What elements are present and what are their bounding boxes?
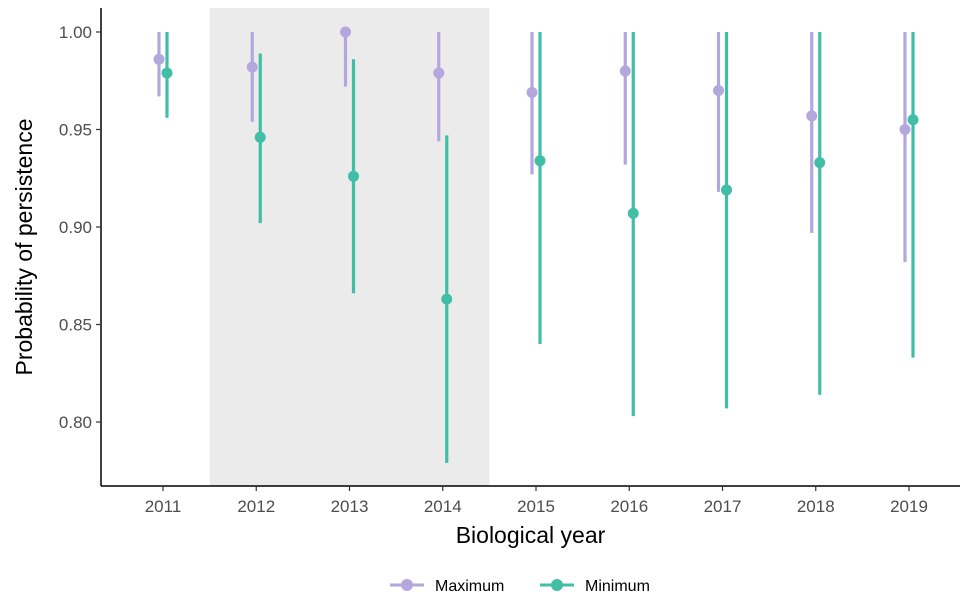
x-axis: 2011 2012 2013 2014 2015 2016 2017 2018 2019 — [101, 485, 960, 516]
y-tick-label: 0.85 — [59, 316, 92, 335]
x-tick-label: 2015 — [517, 497, 555, 516]
x-tick-label: 2018 — [797, 497, 835, 516]
data-point — [534, 155, 546, 167]
legend-key-point — [401, 579, 413, 591]
data-point — [899, 124, 911, 135]
x-tick-label: 2012 — [237, 497, 275, 516]
data-point — [348, 170, 359, 182]
data-point — [433, 67, 445, 79]
x-tick-label: 2017 — [704, 497, 742, 516]
data-point — [246, 61, 258, 73]
data-point — [814, 157, 826, 169]
data-point — [619, 65, 631, 77]
x-tick-label: 2016 — [610, 497, 648, 516]
legend-label: Maximum — [435, 578, 504, 595]
data-point — [627, 207, 639, 219]
legend-key-point — [551, 579, 563, 591]
data-point — [721, 184, 732, 196]
x-tick-label: 2013 — [331, 497, 369, 516]
legend: Maximum Minimum — [390, 578, 650, 595]
data-point — [907, 114, 919, 126]
series-minimum — [161, 32, 919, 463]
highlight-band-layer — [209, 8, 490, 486]
y-tick-label: 0.90 — [59, 218, 92, 237]
data-marks — [153, 26, 919, 463]
legend-label: Minimum — [585, 578, 650, 595]
x-tick-label: 2019 — [890, 497, 928, 516]
x-tick-label: 2014 — [424, 497, 462, 516]
data-point — [806, 110, 818, 122]
data-point — [340, 26, 351, 38]
data-point — [526, 86, 538, 98]
x-axis-title: Biological year — [456, 522, 606, 548]
legend-item-minimum: Minimum — [540, 578, 650, 595]
highlight-band — [209, 8, 490, 486]
y-tick-label: 1.00 — [59, 23, 92, 42]
data-point — [713, 85, 724, 96]
y-axis: 0.80 0.85 0.90 0.95 1.00 — [59, 8, 102, 486]
x-tick-label: 2011 — [145, 497, 182, 516]
data-point — [153, 53, 165, 65]
legend-item-maximum: Maximum — [390, 578, 504, 595]
data-point — [254, 131, 266, 143]
y-axis-title: Probability of persistence — [11, 119, 37, 376]
data-point — [161, 67, 173, 79]
y-tick-label: 0.80 — [59, 413, 92, 432]
series-maximum — [153, 26, 911, 263]
data-point — [441, 293, 453, 305]
y-tick-label: 0.95 — [59, 121, 92, 140]
